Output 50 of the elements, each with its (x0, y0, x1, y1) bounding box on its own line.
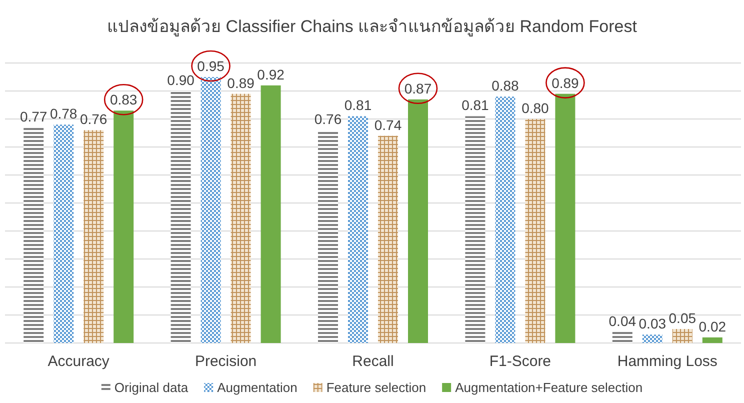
bar (260, 85, 281, 343)
data-label: 0.05 (668, 310, 696, 326)
data-label: 0.74 (374, 116, 402, 133)
data-label: 0.81 (344, 97, 372, 114)
legend-label: Original data (114, 380, 189, 395)
bar (318, 130, 338, 343)
bar (525, 119, 546, 343)
bar (24, 127, 44, 343)
bar (465, 116, 486, 343)
data-label: 0.04 (608, 312, 636, 329)
data-label: 0.78 (50, 106, 78, 122)
data-label: 0.76 (314, 111, 342, 128)
bar (348, 116, 368, 343)
x-tick-label: Accuracy (48, 353, 110, 370)
bar (114, 110, 134, 343)
bar (230, 94, 251, 343)
data-label: 0.83 (110, 92, 138, 108)
x-tick-label: Precision (194, 353, 257, 370)
bar (54, 124, 74, 343)
x-tick-label: F1-Score (489, 353, 552, 370)
bar (672, 329, 692, 343)
data-label: 0.03 (638, 316, 666, 332)
data-label: 0.92 (257, 66, 285, 82)
x-tick-label: Hamming Loss (617, 353, 718, 370)
bar (378, 136, 398, 343)
data-label: 0.02 (698, 318, 726, 334)
x-tick-label: Recall (352, 353, 394, 370)
chart-title: แปลงข้อมูลด้วย Classifier Chains และจำแนกข้อมูลด้วย Random Forest (107, 17, 638, 37)
data-label: 0.81 (462, 97, 490, 114)
legend-label: Feature selection (326, 380, 426, 395)
data-label: 0.76 (80, 111, 108, 128)
legend-label: Augmentation (217, 380, 298, 395)
data-label: 0.89 (227, 74, 255, 91)
bar (200, 77, 221, 343)
data-label: 0.80 (522, 100, 550, 116)
data-label: 0.87 (404, 80, 432, 96)
data-label: 0.88 (492, 78, 520, 94)
data-label: 0.95 (197, 58, 225, 74)
bar (612, 332, 632, 343)
bar (84, 130, 104, 343)
bar (702, 337, 722, 343)
bar (495, 96, 516, 343)
bar (170, 91, 191, 343)
bar (642, 334, 662, 343)
data-label: 0.77 (20, 108, 48, 124)
bar (408, 99, 428, 343)
legend-label: Augmentation+Feature selection (455, 380, 643, 395)
data-label: 0.90 (167, 72, 195, 88)
bar (555, 94, 576, 343)
data-label: 0.89 (552, 74, 580, 91)
